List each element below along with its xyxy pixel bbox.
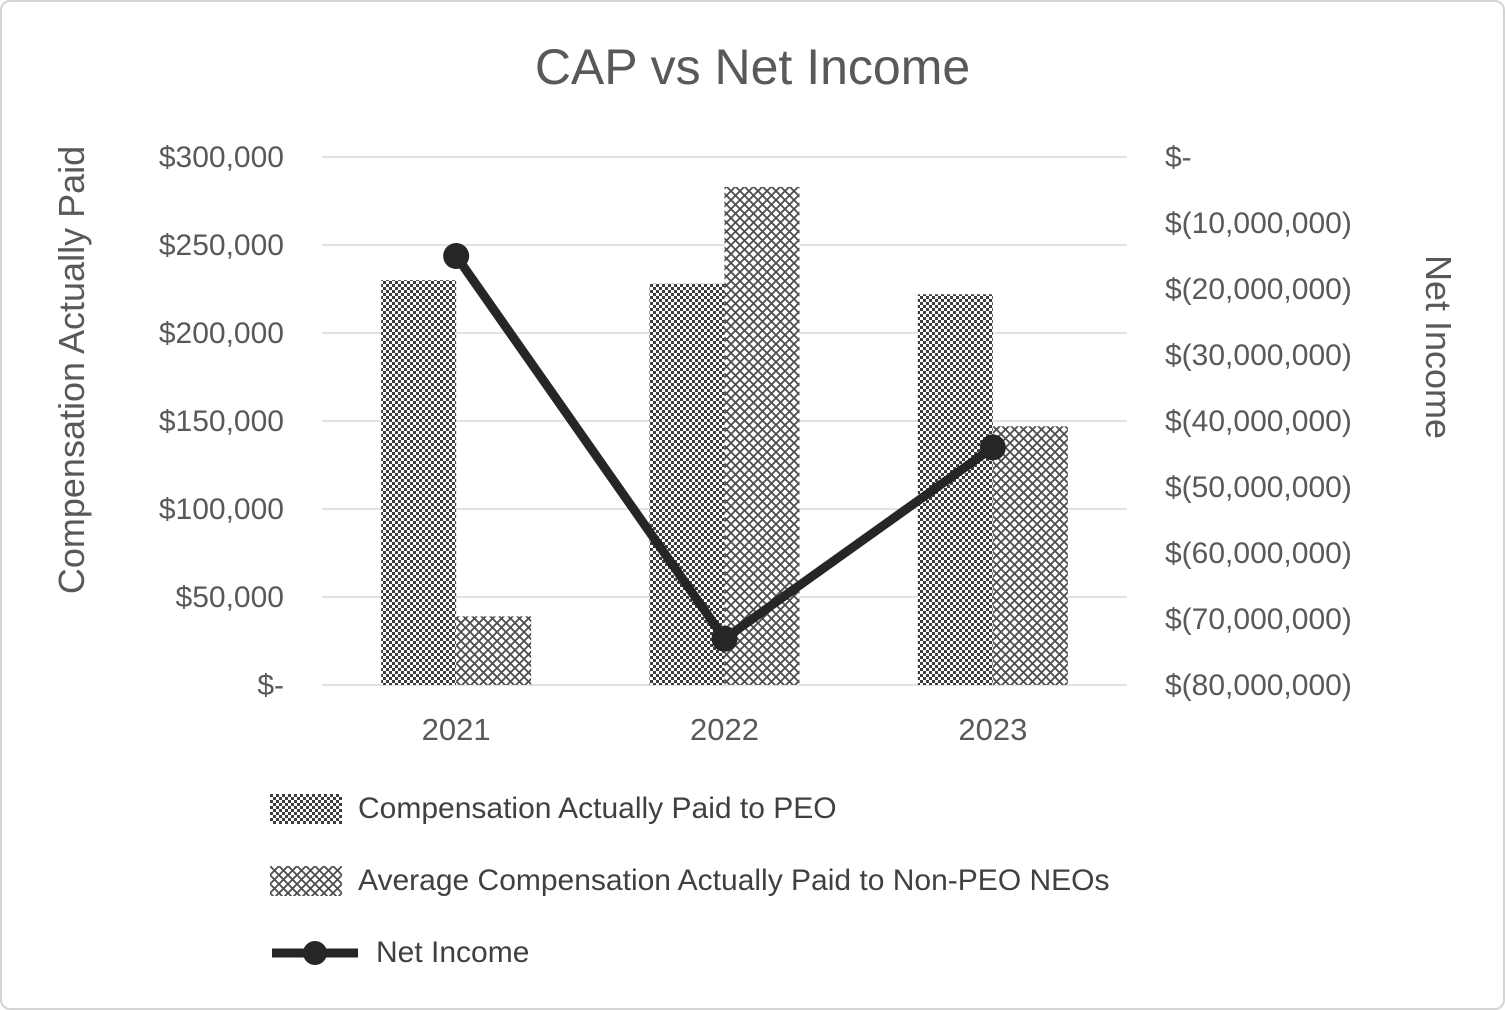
legend-swatch-net-income-icon (272, 941, 358, 965)
bar-non-peo (456, 616, 532, 685)
right-axis-tick: $(30,000,000) (1165, 339, 1352, 372)
left-axis-tick: $200,000 (159, 317, 284, 350)
legend-label-peo: Compensation Actually Paid to PEO (358, 792, 837, 825)
left-axis-tick: $50,000 (176, 581, 284, 614)
legend-item-peo: Compensation Actually Paid to PEO (270, 792, 1110, 826)
x-axis-label: 2022 (690, 712, 759, 747)
net-income-marker (979, 434, 1006, 461)
left-axis-tick: $150,000 (159, 405, 284, 438)
right-axis-tick: $(70,000,000) (1165, 603, 1352, 636)
left-axis-tick: $300,000 (159, 141, 284, 174)
x-axis-label: 2023 (958, 712, 1027, 747)
right-axis-tick: $(80,000,000) (1165, 669, 1352, 702)
legend-item-non-peo: Average Compensation Actually Paid to No… (270, 864, 1110, 898)
legend-item-net-income: Net Income (270, 936, 1110, 970)
right-axis-tick: $(20,000,000) (1165, 273, 1352, 306)
right-axis-tick: $(10,000,000) (1165, 207, 1352, 240)
right-axis-tick: $(60,000,000) (1165, 537, 1352, 570)
legend-label-net-income: Net Income (376, 936, 530, 969)
left-axis-tick: $100,000 (159, 493, 284, 526)
legend-swatch-peo-icon (270, 794, 342, 824)
bar-non-peo (992, 426, 1068, 685)
x-axis-label: 2021 (422, 712, 491, 747)
bar-peo (381, 280, 457, 685)
net-income-marker (711, 625, 738, 652)
right-axis-tick: $(50,000,000) (1165, 471, 1352, 504)
chart-title: CAP vs Net Income (534, 39, 971, 95)
legend: Compensation Actually Paid to PEO Averag… (270, 792, 1110, 970)
left-axis-tick: $- (257, 669, 284, 702)
net-income-marker (443, 243, 470, 269)
legend-label-non-peo: Average Compensation Actually Paid to No… (358, 864, 1110, 897)
left-axis-tick: $250,000 (159, 229, 284, 262)
legend-swatch-non-peo-icon (270, 866, 342, 896)
right-axis-tick: $- (1165, 141, 1192, 174)
right-axis-tick: $(40,000,000) (1165, 405, 1352, 438)
bar-non-peo (724, 186, 800, 686)
